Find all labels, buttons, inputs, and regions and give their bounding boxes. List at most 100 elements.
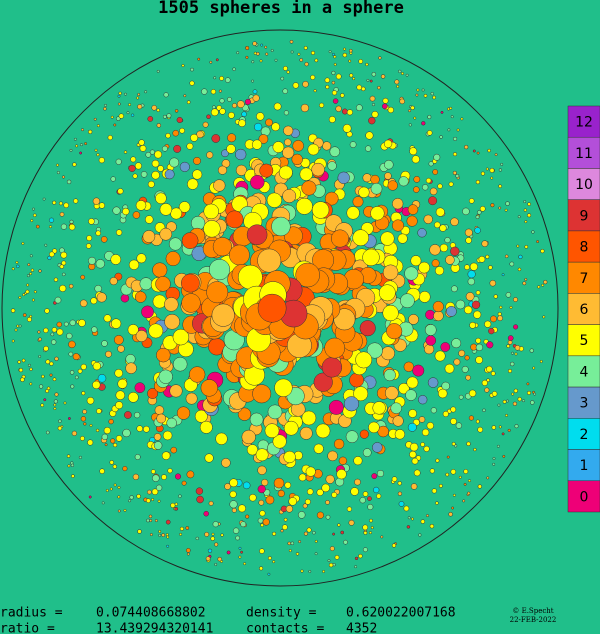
sphere [151, 105, 157, 111]
sphere [485, 254, 490, 259]
sphere [63, 202, 69, 209]
sphere [195, 536, 199, 541]
sphere [409, 147, 418, 156]
sphere [212, 521, 219, 528]
sphere [47, 255, 52, 260]
sphere [31, 298, 35, 302]
sphere [49, 225, 52, 229]
sphere [157, 499, 161, 503]
sphere [109, 277, 118, 286]
legend-label: 6 [580, 302, 589, 318]
sphere [340, 530, 345, 535]
sphere [369, 518, 373, 523]
sphere [421, 121, 426, 126]
sphere [304, 498, 311, 505]
sphere [398, 176, 409, 187]
sphere [472, 149, 476, 153]
sphere [136, 494, 141, 499]
sphere [38, 355, 42, 358]
sphere [235, 535, 240, 541]
sphere [349, 73, 354, 78]
sphere [196, 130, 204, 139]
sphere [186, 142, 194, 150]
sphere [486, 378, 490, 383]
sphere [406, 525, 411, 529]
sphere [273, 102, 282, 111]
sphere [167, 468, 173, 474]
sphere [22, 313, 27, 317]
sphere [128, 499, 132, 503]
sphere [297, 52, 301, 56]
sphere [362, 173, 372, 183]
sphere [145, 498, 151, 504]
sphere [164, 297, 179, 312]
sphere [489, 167, 495, 173]
sphere [265, 52, 269, 56]
sphere [467, 270, 476, 279]
sphere [38, 269, 42, 273]
sphere [444, 237, 451, 244]
sphere [54, 356, 59, 361]
sphere [77, 368, 83, 374]
sphere [282, 88, 288, 94]
sphere [41, 374, 45, 379]
sphere [249, 412, 264, 427]
sphere [250, 174, 265, 190]
sphere [410, 255, 422, 267]
sphere [71, 430, 78, 437]
sphere [124, 411, 132, 419]
sphere [68, 340, 76, 349]
sphere [245, 45, 250, 51]
sphere [88, 129, 93, 135]
sphere [237, 264, 263, 290]
sphere [161, 145, 168, 152]
sphere [147, 116, 154, 122]
sphere [367, 503, 374, 511]
sphere [526, 390, 532, 395]
sphere [212, 105, 216, 110]
sphere [430, 407, 437, 414]
sphere [43, 345, 49, 352]
sphere [391, 476, 398, 482]
sphere [75, 144, 79, 148]
sphere [190, 67, 194, 72]
sphere [523, 208, 527, 212]
sphere [48, 217, 55, 223]
legend-swatch [567, 480, 600, 513]
sphere [144, 90, 148, 94]
sphere [397, 233, 408, 244]
sphere [229, 490, 237, 498]
sphere [132, 211, 141, 219]
sphere [18, 324, 22, 328]
sphere [342, 52, 348, 58]
sphere [507, 428, 511, 432]
sphere [147, 388, 159, 399]
sphere [244, 98, 251, 105]
sphere [498, 184, 502, 189]
sphere [467, 491, 471, 495]
sphere [195, 487, 204, 495]
sphere [231, 507, 237, 513]
sphere [325, 500, 330, 505]
sphere [382, 264, 399, 281]
legend-label: 11 [575, 146, 593, 162]
sphere [328, 399, 344, 415]
sphere [425, 177, 432, 184]
sphere [486, 476, 490, 480]
sphere [440, 110, 444, 114]
sphere [380, 74, 386, 79]
sphere [447, 128, 451, 132]
sphere [56, 328, 64, 336]
sphere [221, 458, 231, 468]
sphere [413, 176, 421, 183]
sphere [513, 324, 519, 330]
sphere [418, 533, 422, 537]
sphere [95, 259, 105, 269]
sphere [235, 148, 247, 161]
sphere [126, 111, 130, 115]
sphere [426, 130, 433, 136]
sphere [539, 360, 543, 363]
sphere [438, 483, 443, 488]
sphere [201, 88, 208, 95]
sphere [259, 510, 266, 517]
